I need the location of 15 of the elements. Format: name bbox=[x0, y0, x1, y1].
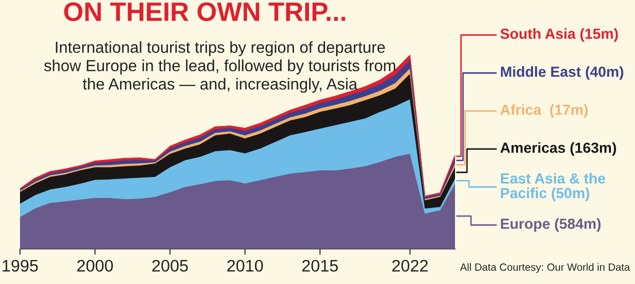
text: Africa (17m) bbox=[500, 104, 588, 118]
x-tick-label: 2000 bbox=[77, 260, 113, 272]
text: South Asia (15m) bbox=[500, 28, 618, 42]
text: Middle East (40m) bbox=[500, 66, 624, 80]
x-tick-label: 2010 bbox=[227, 260, 263, 272]
x-tick-label: 2005 bbox=[152, 260, 188, 272]
text: Americas (163m) bbox=[500, 142, 616, 156]
chart-subtitle: International tourist trips by region of departure show Europe in the lead, followed by tourists from the Americas — and, increasingly, Asia bbox=[44, 41, 396, 93]
chart-title: ON THEIR OWN TRIP... bbox=[64, 2, 346, 22]
x-tick-label: 1995 bbox=[2, 260, 38, 272]
text: All Data Courtesy: Our World in Data bbox=[460, 263, 630, 273]
x-tick-label: 2022 bbox=[392, 260, 428, 272]
x-tick-label: 2015 bbox=[302, 260, 338, 272]
legend-label: East Asia & the Pacific (50m) bbox=[500, 172, 606, 202]
legend-label: Europe (584m) bbox=[500, 218, 601, 232]
